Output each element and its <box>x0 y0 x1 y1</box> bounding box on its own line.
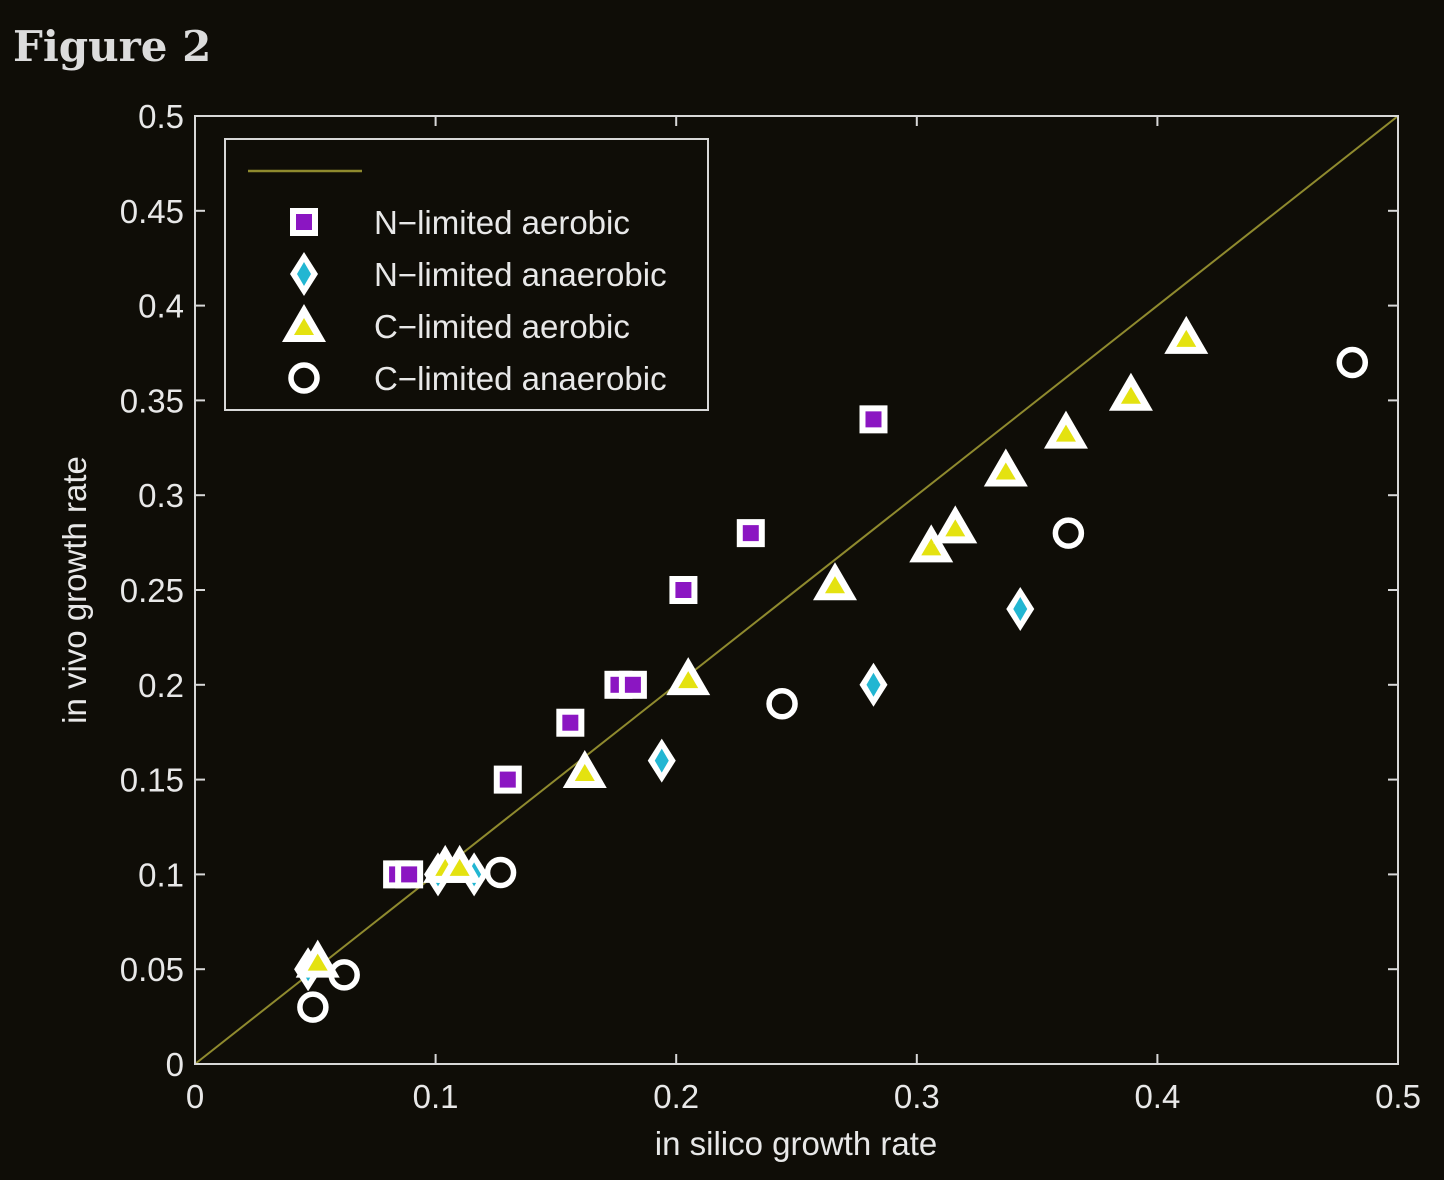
x-tick-label: 0.3 <box>894 1078 940 1115</box>
x-tick-label: 0.1 <box>413 1078 459 1115</box>
triangle-point <box>812 562 857 601</box>
x-tick-labels: 0 0.1 0.2 0.3 0.4 0.5 <box>186 1078 1421 1115</box>
triangle-point <box>295 939 340 978</box>
legend-triangle-icon <box>282 304 326 342</box>
legend-entries: N−limited aerobic N−limited anaerobic C−li… <box>282 204 667 397</box>
diamond-point <box>1006 586 1035 631</box>
y-tick-label: 0.15 <box>120 762 184 799</box>
triangle-point <box>983 448 1028 487</box>
square-point <box>556 708 585 737</box>
x-tick-label: 0.5 <box>1375 1078 1421 1115</box>
square-point <box>395 860 424 889</box>
triangle-point <box>437 844 482 883</box>
triangle-point <box>1043 410 1088 449</box>
circle-point <box>1336 346 1369 379</box>
y-tick-label: 0.1 <box>138 856 184 893</box>
legend-square-icon <box>290 208 318 236</box>
triangle-point <box>1164 315 1209 354</box>
triangle-point <box>909 524 954 563</box>
figure-title: Figure 2 <box>13 22 212 71</box>
x-tick-label: 0.4 <box>1134 1078 1180 1115</box>
diamond-point <box>859 662 888 707</box>
y-tick-label: 0.3 <box>138 477 184 514</box>
y-tick-label: 0.5 <box>138 98 184 135</box>
y-axis-label: in vivo growth rate <box>56 456 93 724</box>
y-tick-label: 0 <box>166 1046 184 1083</box>
y-tick-label: 0.25 <box>120 572 184 609</box>
y-tick-label: 0.45 <box>120 193 184 230</box>
circle-point <box>297 991 329 1023</box>
square-point <box>736 519 765 548</box>
legend-label: C−limited anaerobic <box>374 360 667 397</box>
x-axis-label: in silico growth rate <box>655 1125 937 1162</box>
diamond-point <box>647 738 676 783</box>
reference-line <box>194 115 1399 1065</box>
y-tick-labels: 0 0.05 0.1 0.15 0.2 0.25 0.3 0.35 0.4 0.45 0.5 <box>120 98 184 1083</box>
y-tick-label: 0.05 <box>120 951 184 988</box>
data-points <box>294 315 1369 1023</box>
square-point <box>618 670 647 699</box>
circle-point <box>1052 517 1085 549</box>
triangle-point <box>933 505 978 544</box>
x-tick-label: 0.2 <box>653 1078 699 1115</box>
triangle-point <box>562 750 607 789</box>
legend-label: N−limited anaerobic <box>374 256 667 293</box>
y-tick-label: 0.2 <box>138 667 184 704</box>
axis-ticks <box>194 115 1399 1065</box>
triangle-point <box>666 657 711 696</box>
reference-layer <box>194 115 1399 1065</box>
circle-point <box>328 959 360 991</box>
square-point <box>493 765 522 794</box>
y-tick-label: 0.4 <box>138 288 184 325</box>
triangle-point <box>1108 372 1153 411</box>
square-point <box>669 576 698 604</box>
legend-diamond-icon <box>290 252 318 296</box>
x-tick-label: 0 <box>186 1078 204 1115</box>
circle-point <box>766 688 798 720</box>
legend-label: N−limited aerobic <box>374 204 630 241</box>
circle-point <box>484 856 517 889</box>
legend-label: C−limited aerobic <box>374 308 630 345</box>
legend-circle-icon <box>288 362 320 394</box>
square-point <box>859 405 888 434</box>
y-tick-label: 0.35 <box>120 382 184 419</box>
legend: N−limited aerobic N−limited anaerobic C−li… <box>224 138 709 411</box>
